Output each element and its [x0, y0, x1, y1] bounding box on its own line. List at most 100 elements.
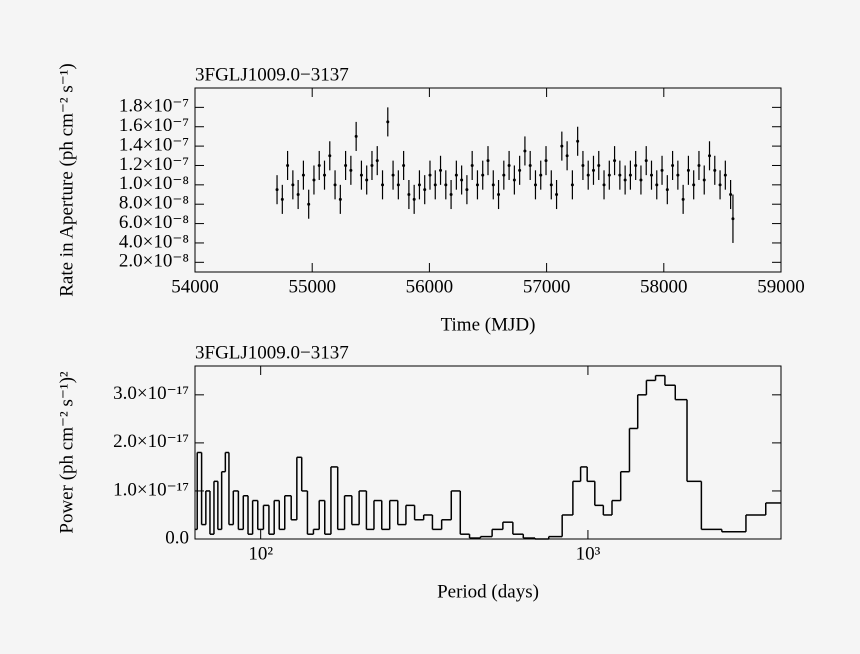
data-point [386, 120, 390, 124]
data-point [676, 173, 680, 177]
data-point [317, 163, 321, 167]
data-point [507, 163, 511, 167]
data-point [655, 183, 659, 187]
data-point [692, 183, 696, 187]
data-point [280, 197, 284, 201]
data-point [423, 188, 427, 192]
x-tick-label: 10² [248, 543, 273, 564]
data-point [312, 178, 316, 182]
x-tick-label: 56000 [406, 276, 454, 297]
data-point [470, 163, 474, 167]
data-point [359, 173, 363, 177]
chart-title: 3FGLJ1009.0−3137 [195, 342, 349, 363]
x-tick-label: 54000 [171, 276, 219, 297]
data-point [291, 183, 295, 187]
data-point [555, 193, 559, 197]
y-tick-label: 1.0×10⁻⁸ [119, 173, 189, 194]
y-tick-label: 0.0 [165, 527, 189, 548]
data-point [375, 159, 379, 163]
data-point [460, 178, 464, 182]
data-point [686, 168, 690, 172]
data-point [649, 173, 653, 177]
data-point [307, 202, 311, 206]
data-point [671, 163, 675, 167]
plot-frame [194, 87, 782, 273]
data-point [417, 183, 421, 187]
data-point [433, 183, 437, 187]
data-point [491, 183, 495, 187]
data-point [296, 193, 300, 197]
data-point [502, 173, 506, 177]
data-point [570, 183, 574, 187]
x-tick-label: 55000 [288, 276, 336, 297]
data-point [301, 173, 305, 177]
data-point [628, 173, 632, 177]
data-point [444, 183, 448, 187]
x-tick-label: 10³ [576, 543, 601, 564]
data-point [486, 159, 490, 163]
x-tick-label: 57000 [523, 276, 571, 297]
y-tick-label: 1.6×10⁻⁷ [119, 115, 189, 136]
data-point [602, 183, 606, 187]
data-point [544, 159, 548, 163]
x-axis-label: Time (MJD) [441, 314, 536, 335]
y-axis-label: Power (ph cm⁻² s⁻¹)² [56, 371, 77, 534]
data-point [449, 193, 453, 197]
data-point [349, 168, 353, 172]
data-point [412, 197, 416, 201]
data-point [607, 173, 611, 177]
data-point [354, 134, 358, 138]
data-point [731, 217, 735, 221]
data-point [581, 163, 585, 167]
data-point [549, 183, 553, 187]
data-point [702, 178, 706, 182]
y-tick-label: 6.0×10⁻⁸ [119, 212, 189, 233]
data-point [597, 163, 601, 167]
y-axis-label: Rate in Aperture (ph cm⁻² s⁻¹) [56, 63, 77, 297]
data-point [439, 168, 443, 172]
y-tick-label: 2.0×10⁻⁸ [119, 251, 189, 272]
data-point [586, 173, 590, 177]
data-point [328, 154, 332, 158]
data-point [528, 163, 532, 167]
data-point [613, 159, 617, 163]
y-tick-label: 4.0×10⁻⁸ [119, 231, 189, 252]
data-point [660, 168, 664, 172]
data-point [275, 188, 279, 192]
data-point [539, 173, 543, 177]
y-tick-label: 2.0×10⁻¹⁷ [113, 431, 189, 452]
data-point [565, 154, 569, 158]
data-point [338, 197, 342, 201]
data-point [729, 193, 733, 197]
data-point [623, 178, 627, 182]
data-point [576, 139, 580, 143]
data-point [512, 178, 516, 182]
y-tick-label: 3.0×10⁻¹⁷ [113, 383, 189, 404]
data-point [533, 183, 537, 187]
data-point [465, 188, 469, 192]
data-point [708, 154, 712, 158]
data-point [665, 188, 669, 192]
data-point [697, 163, 701, 167]
data-point [644, 159, 648, 163]
data-point [286, 163, 290, 167]
data-point [407, 193, 411, 197]
y-tick-label: 1.8×10⁻⁷ [119, 96, 189, 117]
x-tick-label: 58000 [640, 276, 688, 297]
data-point [475, 183, 479, 187]
data-point [718, 183, 722, 187]
data-point [523, 149, 527, 153]
y-tick-label: 1.4×10⁻⁷ [119, 134, 189, 155]
data-point [723, 173, 727, 177]
data-point [639, 178, 643, 182]
y-tick-label: 1.0×10⁻¹⁷ [113, 479, 189, 500]
data-point [370, 163, 374, 167]
x-axis-label: Period (days) [437, 581, 539, 602]
x-tick-label: 59000 [757, 276, 805, 297]
data-point [634, 163, 638, 167]
y-tick-label: 1.2×10⁻⁷ [119, 154, 189, 175]
data-point [560, 144, 564, 148]
data-point [428, 173, 432, 177]
